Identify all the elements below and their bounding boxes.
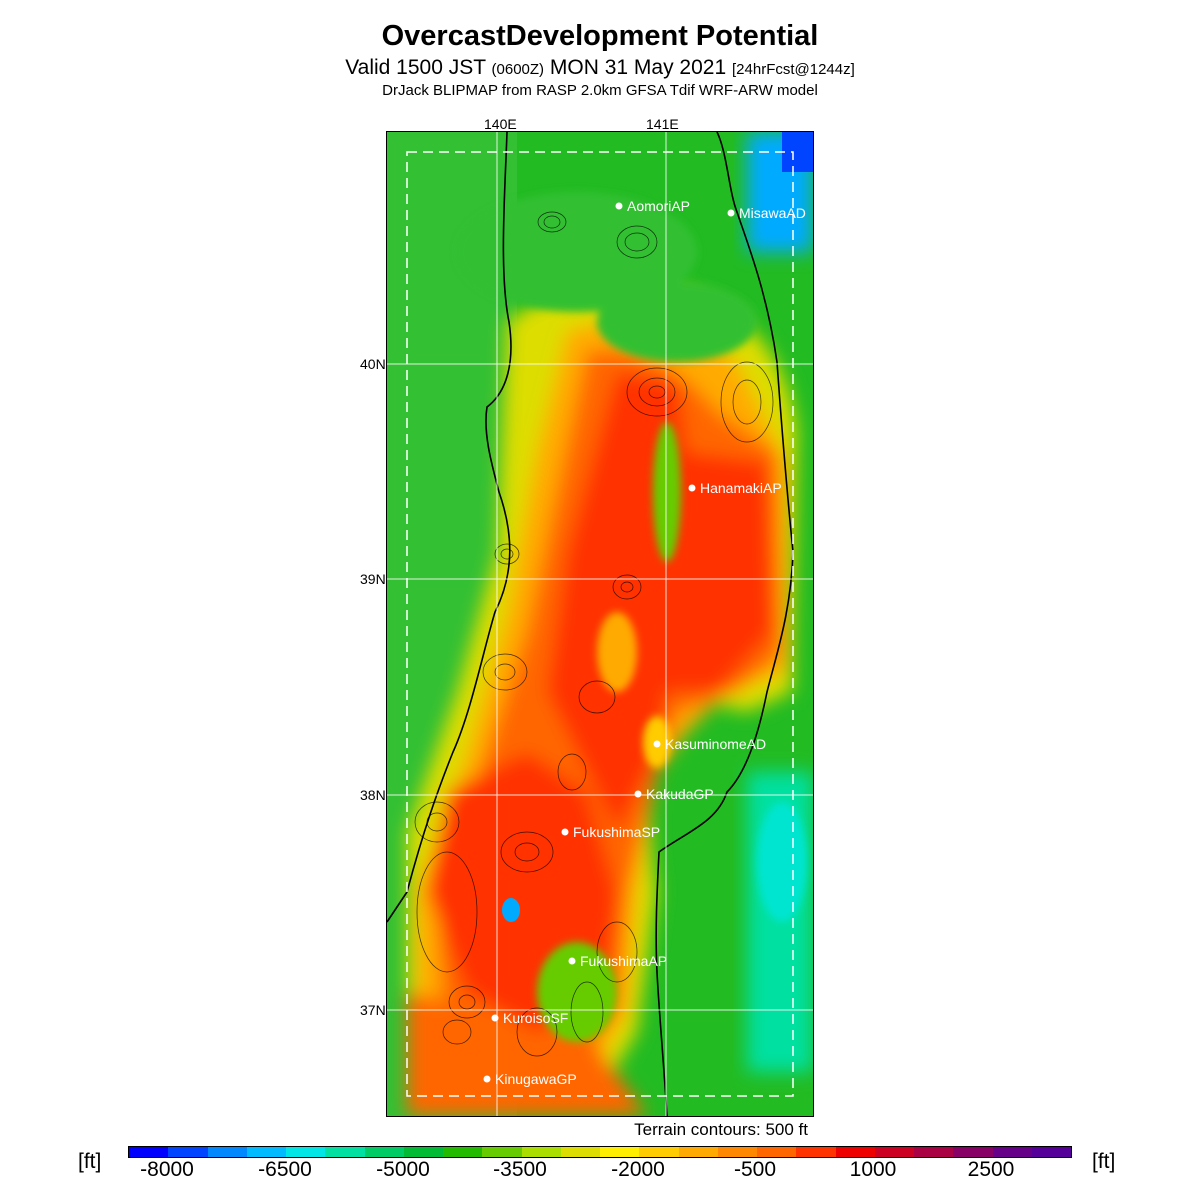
sea-northeast-deep: [782, 132, 813, 172]
colorbar-tick-label: -3500: [493, 1158, 547, 1181]
colorbar-segment: [325, 1147, 365, 1157]
green-patches: [457, 192, 757, 1042]
map-canvas: AomoriAP MisawaAD HanamakiAP KasuminomeA…: [387, 132, 813, 1116]
colorbar-segment: [953, 1147, 993, 1157]
colorbar-tick-label: -5000: [376, 1158, 430, 1181]
colorbar-segment: [992, 1147, 1032, 1157]
colorbar-segment: [521, 1147, 561, 1157]
station-label-aomoriap[interactable]: AomoriAP: [627, 198, 690, 214]
colorbar: [128, 1146, 1072, 1158]
coastline-west: [387, 132, 512, 923]
domain-boundary: [406, 151, 794, 1097]
station-dot-kasuminomead[interactable]: [653, 740, 661, 748]
colorbar-segment: [560, 1147, 600, 1157]
station-label-misawaad[interactable]: MisawaAD: [739, 205, 806, 221]
station-label-fukushimasp[interactable]: FukushimaSP: [573, 824, 660, 840]
terrain-contours: [414, 211, 774, 1057]
valid-date: MON 31 May 2021: [549, 56, 727, 79]
colorbar-segment: [168, 1147, 208, 1157]
colorbar-tick-label: 1000: [849, 1158, 897, 1181]
colorbar-segment: [835, 1147, 875, 1157]
forecast-tag: [24hrFcst@1244z]: [732, 61, 855, 78]
colorbar-tick-label: 2500: [967, 1158, 1015, 1181]
map-panel[interactable]: AomoriAP MisawaAD HanamakiAP KasuminomeA…: [386, 131, 814, 1117]
terrain-contours-note: Terrain contours: 500 ft: [634, 1120, 808, 1139]
colorbar-segment: [874, 1147, 914, 1157]
colorbar-segment: [639, 1147, 679, 1157]
coastline-east: [655, 132, 794, 1116]
colorbar-segment: [914, 1147, 954, 1157]
colorbar-segment: [482, 1147, 522, 1157]
lat-label-37n-left: 37N: [360, 1002, 386, 1018]
station-label-kakudagp[interactable]: KakudaGP: [646, 786, 714, 802]
colorbar-tick-label: -8000: [140, 1158, 194, 1181]
station-dot-kinugawagp[interactable]: [483, 1075, 491, 1083]
valid-prefix: Valid 1500 JST: [345, 56, 486, 79]
colorbar-segment: [717, 1147, 757, 1157]
station-label-kasuminomead[interactable]: KasuminomeAD: [665, 736, 766, 752]
station-dot-kakudagp[interactable]: [634, 790, 642, 798]
sea-east-cyan: [757, 802, 807, 922]
station-label-fukushimaap[interactable]: FukushimaAP: [580, 953, 667, 969]
station-label-hanamakiap[interactable]: HanamakiAP: [700, 480, 782, 496]
colorbar-segment: [796, 1147, 836, 1157]
colorbar-segment: [1031, 1147, 1071, 1157]
station-dot-fukushimaap[interactable]: [568, 957, 576, 965]
colorbar-segment: [207, 1147, 247, 1157]
station-dot-hanamakiap[interactable]: [688, 484, 696, 492]
lat-label-39n-left: 39N: [360, 571, 386, 587]
valid-utc: (0600Z): [491, 61, 545, 78]
lake-inawashiro: [502, 898, 520, 922]
colorbar-unit-right: [ft]: [1092, 1150, 1116, 1173]
station-label-kinugawagp[interactable]: KinugawaGP: [495, 1071, 577, 1087]
station-dot-misawaad[interactable]: [727, 209, 735, 217]
model-line: DrJack BLIPMAP from RASP 2.0km GFSA Tdif…: [382, 82, 818, 99]
station-dot-kuroisosf[interactable]: [491, 1014, 499, 1022]
lon-label-140e-top: 140E: [484, 116, 517, 132]
colorbar-segment: [129, 1147, 169, 1157]
colorbar-tick-label: -2000: [611, 1158, 665, 1181]
colorbar-unit-left: [ft]: [78, 1150, 102, 1173]
lat-label-38n-left: 38N: [360, 787, 386, 803]
colorbar-tick-label: -500: [733, 1158, 777, 1181]
colorbar-segment: [286, 1147, 326, 1157]
station-dot-aomoriap[interactable]: [615, 202, 623, 210]
colorbar-segment: [600, 1147, 640, 1157]
colorbar-tick-label: -6500: [258, 1158, 312, 1181]
lon-label-141e-top: 141E: [646, 116, 679, 132]
chart-title: OvercastDevelopment Potential: [381, 20, 819, 52]
colorbar-segment: [246, 1147, 286, 1157]
stations: AomoriAP MisawaAD HanamakiAP KasuminomeA…: [483, 198, 806, 1087]
valid-time: Valid 1500 JST (0600Z) MON 31 May 2021 […: [0, 56, 1200, 80]
colorbar-segment: [757, 1147, 797, 1157]
colorbar-segment: [678, 1147, 718, 1157]
station-dot-fukushimasp[interactable]: [561, 828, 569, 836]
colorbar-segment: [403, 1147, 443, 1157]
grid-lines: [387, 132, 813, 1116]
station-label-kuroisosf[interactable]: KuroisoSF: [503, 1010, 568, 1026]
colorbar-segment: [443, 1147, 483, 1157]
lat-label-40n-left: 40N: [360, 356, 386, 372]
colorbar-segment: [364, 1147, 404, 1157]
